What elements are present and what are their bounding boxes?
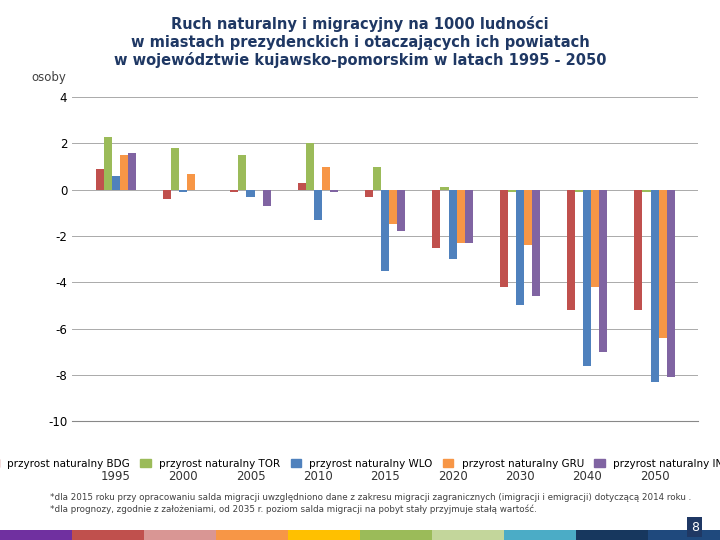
Text: 2000: 2000: [168, 470, 198, 483]
Bar: [464, 190, 473, 243]
Bar: [516, 190, 524, 306]
Bar: [381, 190, 390, 271]
Text: 1995: 1995: [101, 470, 131, 483]
Bar: [524, 190, 532, 245]
Bar: [642, 190, 651, 192]
Bar: [449, 190, 456, 259]
Bar: [297, 183, 306, 190]
Bar: [634, 190, 642, 310]
Bar: [373, 167, 381, 190]
Bar: [567, 190, 575, 310]
Text: Ruch naturalny i migracyjny na 1000 ludności
w miastach prezydenckich i otaczają: Ruch naturalny i migracyjny na 1000 ludn…: [114, 16, 606, 68]
Text: 2020: 2020: [438, 470, 467, 483]
Text: *dla 2015 roku przy opracowaniu salda migracji uwzględniono dane z zakresu migra: *dla 2015 roku przy opracowaniu salda mi…: [50, 492, 692, 502]
Bar: [238, 155, 246, 190]
Bar: [96, 169, 104, 190]
Text: 2005: 2005: [235, 470, 265, 483]
Legend: przyrost naturalny BDG, przyrost naturalny TOR, przyrost naturalny WLO, przyrost: przyrost naturalny BDG, przyrost natural…: [0, 454, 720, 472]
Text: osoby: osoby: [31, 71, 66, 84]
Bar: [246, 190, 255, 197]
Bar: [441, 187, 449, 190]
Text: 2015: 2015: [370, 470, 400, 483]
Bar: [599, 190, 608, 352]
Bar: [365, 190, 373, 197]
Bar: [163, 190, 171, 199]
Text: 2040: 2040: [572, 470, 602, 483]
Bar: [500, 190, 508, 287]
Text: 2050: 2050: [640, 470, 670, 483]
Bar: [667, 190, 675, 377]
Bar: [508, 190, 516, 192]
Bar: [659, 190, 667, 338]
Bar: [263, 190, 271, 206]
Bar: [112, 176, 120, 190]
Bar: [314, 190, 322, 220]
Bar: [187, 173, 195, 190]
Text: 2010: 2010: [303, 470, 333, 483]
Bar: [179, 190, 187, 192]
Bar: [390, 190, 397, 225]
Bar: [128, 153, 136, 190]
Bar: [397, 190, 405, 232]
Bar: [230, 190, 238, 192]
Text: 8: 8: [690, 521, 699, 534]
Bar: [456, 190, 464, 243]
Bar: [330, 190, 338, 192]
Text: 2030: 2030: [505, 470, 535, 483]
Bar: [432, 190, 441, 248]
Bar: [575, 190, 583, 192]
Bar: [651, 190, 659, 382]
Bar: [104, 137, 112, 190]
Bar: [532, 190, 540, 296]
Bar: [322, 167, 330, 190]
Bar: [171, 148, 179, 190]
Bar: [591, 190, 599, 287]
Bar: [120, 155, 128, 190]
Text: *dla prognozy, zgodnie z założeniami, od 2035 r. poziom salda migracji na pobyt : *dla prognozy, zgodnie z założeniami, od…: [50, 504, 537, 514]
Bar: [306, 144, 314, 190]
Bar: [583, 190, 591, 366]
